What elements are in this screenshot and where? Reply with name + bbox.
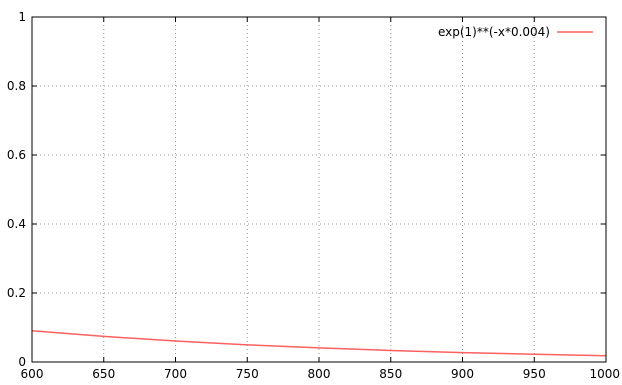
- x-tick-label: 750: [236, 367, 259, 381]
- y-tick-label: 0: [18, 355, 26, 369]
- tick-marks: [31, 16, 607, 363]
- legend: exp(1)**(-x*0.004): [438, 25, 593, 39]
- x-tick-label: 1000: [589, 367, 620, 381]
- x-tick-label: 800: [308, 367, 331, 381]
- x-tick-label: 850: [379, 367, 402, 381]
- series-layer: [31, 329, 607, 357]
- grid: [32, 17, 606, 362]
- x-axis-tick-labels: 600 650 700 750 800 850 900 950 1000: [21, 367, 620, 381]
- x-tick-label: 700: [164, 367, 187, 381]
- x-tick-label: 950: [523, 367, 546, 381]
- y-tick-label: 0.8: [7, 79, 26, 93]
- y-tick-label: 1: [18, 10, 26, 24]
- y-tick-label: 0.2: [7, 286, 26, 300]
- y-tick-label: 0.6: [7, 148, 26, 162]
- series-line: [31, 329, 607, 357]
- y-tick-label: 0.4: [7, 217, 26, 231]
- x-tick-label: 900: [451, 367, 474, 381]
- x-tick-label: 650: [92, 367, 115, 381]
- legend-label: exp(1)**(-x*0.004): [438, 25, 550, 39]
- x-tick-label: 600: [21, 367, 44, 381]
- y-axis-tick-labels: 0 0.2 0.4 0.6 0.8 1: [7, 10, 26, 369]
